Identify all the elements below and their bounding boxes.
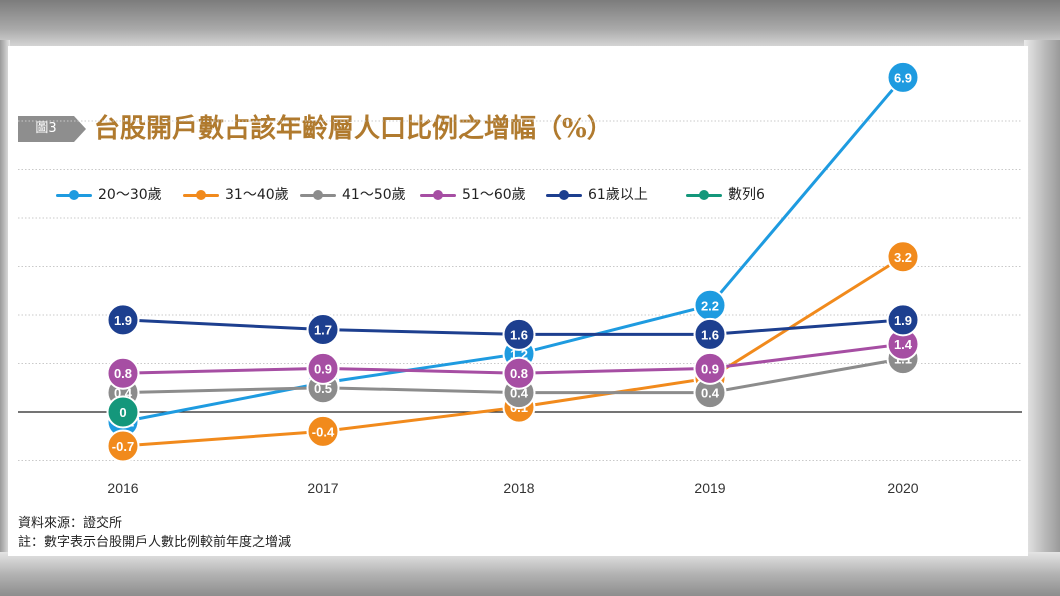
legend-marker bbox=[559, 190, 569, 200]
data-point bbox=[502, 356, 536, 390]
x-tick-label: 2020 bbox=[887, 480, 918, 496]
data-label: 3.2 bbox=[894, 250, 912, 265]
data-label: 0 bbox=[119, 405, 126, 420]
data-point bbox=[106, 303, 140, 337]
data-label: 1.4 bbox=[894, 337, 913, 352]
data-label: -0.7 bbox=[112, 439, 134, 454]
data-point bbox=[886, 60, 920, 94]
data-label: 1.6 bbox=[701, 327, 719, 342]
legend-marker bbox=[699, 190, 709, 200]
legend-marker bbox=[69, 190, 79, 200]
data-point bbox=[502, 317, 536, 351]
data-point bbox=[106, 429, 140, 463]
figure-tag: 圖3 bbox=[18, 116, 86, 142]
data-label: 2.2 bbox=[701, 298, 719, 313]
background-left bbox=[0, 40, 10, 560]
legend-marker bbox=[433, 190, 443, 200]
data-point bbox=[106, 356, 140, 390]
footnote: 註：數字表示台股開戶人數比例較前年度之增減 bbox=[18, 535, 292, 550]
background-top bbox=[0, 0, 1060, 48]
data-point bbox=[306, 414, 340, 448]
legend-label: 20～30歲 bbox=[98, 187, 162, 203]
background-bottom bbox=[0, 552, 1060, 596]
background-right bbox=[1024, 40, 1060, 560]
data-point bbox=[693, 351, 727, 385]
legend-label: 51～60歲 bbox=[462, 187, 526, 203]
chart-title: 台股開戶數占該年齡層人口比例之增幅（%） bbox=[94, 114, 613, 144]
x-tick-label: 2016 bbox=[107, 480, 138, 496]
data-point bbox=[106, 395, 140, 429]
data-point bbox=[306, 313, 340, 347]
legend-label: 31～40歲 bbox=[225, 187, 289, 203]
data-label: 0.9 bbox=[701, 361, 719, 376]
data-label: 0.8 bbox=[510, 366, 528, 381]
data-label: 1.9 bbox=[114, 313, 132, 328]
legend-label: 61歲以上 bbox=[588, 187, 648, 203]
data-label: 0.4 bbox=[701, 386, 720, 401]
legend-label: 41～50歲 bbox=[342, 187, 406, 203]
data-point bbox=[693, 317, 727, 351]
data-point bbox=[886, 303, 920, 337]
legend-marker bbox=[313, 190, 323, 200]
data-label: 6.9 bbox=[894, 70, 912, 85]
data-point bbox=[886, 240, 920, 274]
data-label: 0.9 bbox=[314, 361, 332, 376]
x-tick-label: 2018 bbox=[503, 480, 534, 496]
data-label: 1.9 bbox=[894, 313, 912, 328]
data-label: 1.7 bbox=[314, 323, 332, 338]
legend-marker bbox=[196, 190, 206, 200]
data-label: 0.4 bbox=[510, 386, 529, 401]
data-label: -0.4 bbox=[312, 424, 335, 439]
x-tick-label: 2017 bbox=[307, 480, 338, 496]
source-note: 資料來源：證交所 bbox=[18, 516, 123, 531]
data-label: 1.6 bbox=[510, 327, 528, 342]
x-tick-label: 2019 bbox=[694, 480, 725, 496]
data-label: 0.8 bbox=[114, 366, 132, 381]
legend-label: 數列6 bbox=[728, 187, 765, 203]
data-point bbox=[306, 351, 340, 385]
data-label: 0.5 bbox=[314, 381, 332, 396]
